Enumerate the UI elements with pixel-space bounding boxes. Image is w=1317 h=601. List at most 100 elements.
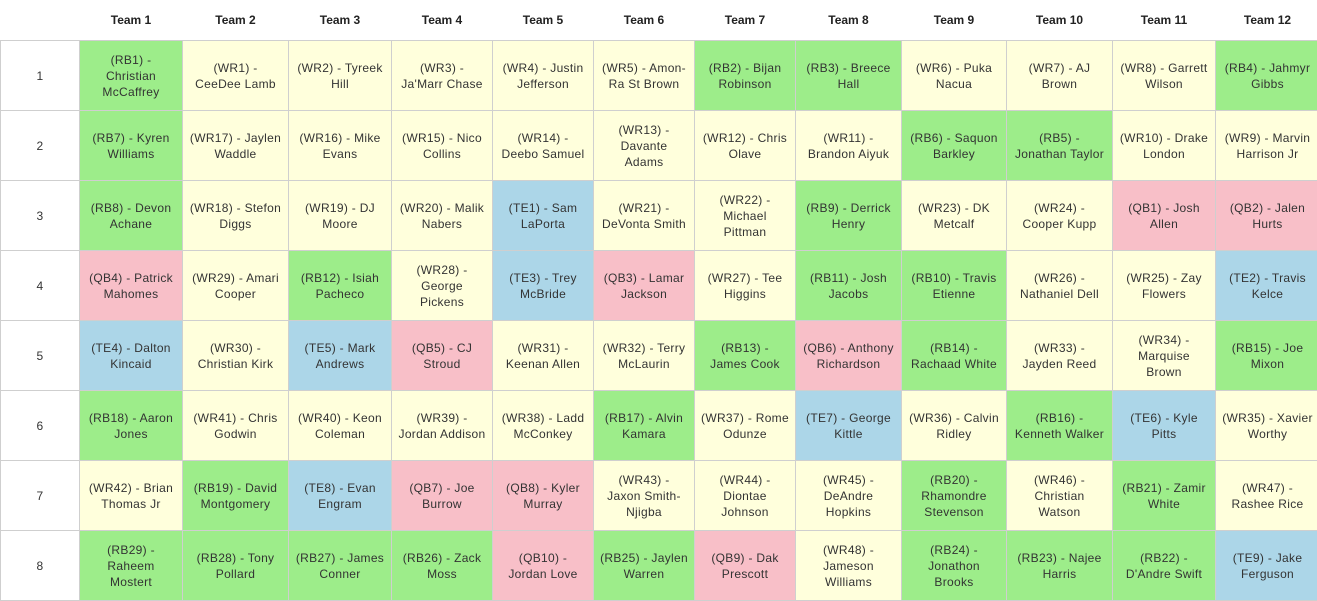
- pick-cell[interactable]: (RB28) - Tony Pollard: [183, 531, 289, 601]
- pick-cell[interactable]: (RB20) - Rhamondre Stevenson: [902, 461, 1007, 531]
- pick-cell[interactable]: (WR25) - Zay Flowers: [1113, 251, 1216, 321]
- team-header[interactable]: Team 10: [1007, 0, 1113, 41]
- pick-cell[interactable]: (RB25) - Jaylen Warren: [594, 531, 695, 601]
- pick-cell[interactable]: (TE9) - Jake Ferguson: [1216, 531, 1317, 601]
- pick-cell[interactable]: (WR20) - Malik Nabers: [392, 181, 493, 251]
- pick-cell[interactable]: (QB10) - Jordan Love: [493, 531, 594, 601]
- pick-cell[interactable]: (WR4) - Justin Jefferson: [493, 41, 594, 111]
- pick-cell[interactable]: (WR17) - Jaylen Waddle: [183, 111, 289, 181]
- pick-cell[interactable]: (TE2) - Travis Kelce: [1216, 251, 1317, 321]
- pick-cell[interactable]: (RB22) - D'Andre Swift: [1113, 531, 1216, 601]
- pick-cell[interactable]: (TE6) - Kyle Pitts: [1113, 391, 1216, 461]
- pick-cell[interactable]: (WR47) - Rashee Rice: [1216, 461, 1317, 531]
- team-header[interactable]: Team 5: [493, 0, 594, 41]
- pick-cell[interactable]: (RB14) - Rachaad White: [902, 321, 1007, 391]
- pick-cell[interactable]: (TE3) - Trey McBride: [493, 251, 594, 321]
- pick-cell[interactable]: (WR21) - DeVonta Smith: [594, 181, 695, 251]
- pick-cell[interactable]: (WR7) - AJ Brown: [1007, 41, 1113, 111]
- pick-cell[interactable]: (RB29) - Raheem Mostert: [80, 531, 183, 601]
- pick-cell[interactable]: (QB6) - Anthony Richardson: [796, 321, 902, 391]
- pick-cell[interactable]: (WR23) - DK Metcalf: [902, 181, 1007, 251]
- pick-cell[interactable]: (QB9) - Dak Prescott: [695, 531, 796, 601]
- pick-cell[interactable]: (WR6) - Puka Nacua: [902, 41, 1007, 111]
- pick-cell[interactable]: (WR24) - Cooper Kupp: [1007, 181, 1113, 251]
- pick-cell[interactable]: (RB2) - Bijan Robinson: [695, 41, 796, 111]
- team-header[interactable]: Team 3: [289, 0, 392, 41]
- pick-cell[interactable]: (RB8) - Devon Achane: [80, 181, 183, 251]
- team-header[interactable]: Team 6: [594, 0, 695, 41]
- pick-cell[interactable]: (RB12) - Isiah Pacheco: [289, 251, 392, 321]
- pick-cell[interactable]: (WR29) - Amari Cooper: [183, 251, 289, 321]
- pick-cell[interactable]: (TE8) - Evan Engram: [289, 461, 392, 531]
- team-header[interactable]: Team 1: [80, 0, 183, 41]
- pick-cell[interactable]: (WR14) - Deebo Samuel: [493, 111, 594, 181]
- pick-cell[interactable]: (WR18) - Stefon Diggs: [183, 181, 289, 251]
- pick-cell[interactable]: (WR16) - Mike Evans: [289, 111, 392, 181]
- pick-cell[interactable]: (RB23) - Najee Harris: [1007, 531, 1113, 601]
- pick-cell[interactable]: (WR30) - Christian Kirk: [183, 321, 289, 391]
- pick-cell[interactable]: (WR5) - Amon-Ra St Brown: [594, 41, 695, 111]
- pick-cell[interactable]: (WR32) - Terry McLaurin: [594, 321, 695, 391]
- pick-cell[interactable]: (RB19) - David Montgomery: [183, 461, 289, 531]
- pick-cell[interactable]: (WR26) - Nathaniel Dell: [1007, 251, 1113, 321]
- pick-cell[interactable]: (WR13) - Davante Adams: [594, 111, 695, 181]
- pick-cell[interactable]: (RB21) - Zamir White: [1113, 461, 1216, 531]
- pick-cell[interactable]: (WR48) - Jameson Williams: [796, 531, 902, 601]
- pick-cell[interactable]: (RB9) - Derrick Henry: [796, 181, 902, 251]
- pick-cell[interactable]: (WR28) - George Pickens: [392, 251, 493, 321]
- pick-cell[interactable]: (WR44) - Diontae Johnson: [695, 461, 796, 531]
- pick-cell[interactable]: (TE5) - Mark Andrews: [289, 321, 392, 391]
- pick-cell[interactable]: (WR42) - Brian Thomas Jr: [80, 461, 183, 531]
- team-header[interactable]: Team 8: [796, 0, 902, 41]
- pick-cell[interactable]: (WR15) - Nico Collins: [392, 111, 493, 181]
- pick-cell[interactable]: (WR33) - Jayden Reed: [1007, 321, 1113, 391]
- pick-cell[interactable]: (RB16) - Kenneth Walker: [1007, 391, 1113, 461]
- pick-cell[interactable]: (WR37) - Rome Odunze: [695, 391, 796, 461]
- pick-cell[interactable]: (RB4) - Jahmyr Gibbs: [1216, 41, 1317, 111]
- pick-cell[interactable]: (WR43) - Jaxon Smith-Njigba: [594, 461, 695, 531]
- team-header[interactable]: Team 7: [695, 0, 796, 41]
- team-header[interactable]: Team 11: [1113, 0, 1216, 41]
- pick-cell[interactable]: (WR38) - Ladd McConkey: [493, 391, 594, 461]
- pick-cell[interactable]: (WR45) - DeAndre Hopkins: [796, 461, 902, 531]
- pick-cell[interactable]: (WR9) - Marvin Harrison Jr: [1216, 111, 1317, 181]
- pick-cell[interactable]: (WR2) - Tyreek Hill: [289, 41, 392, 111]
- pick-cell[interactable]: (RB3) - Breece Hall: [796, 41, 902, 111]
- pick-cell[interactable]: (RB26) - Zack Moss: [392, 531, 493, 601]
- pick-cell[interactable]: (WR10) - Drake London: [1113, 111, 1216, 181]
- pick-cell[interactable]: (RB17) - Alvin Kamara: [594, 391, 695, 461]
- pick-cell[interactable]: (WR41) - Chris Godwin: [183, 391, 289, 461]
- pick-cell[interactable]: (WR31) - Keenan Allen: [493, 321, 594, 391]
- pick-cell[interactable]: (WR3) - Ja'Marr Chase: [392, 41, 493, 111]
- team-header[interactable]: Team 2: [183, 0, 289, 41]
- pick-cell[interactable]: (WR46) - Christian Watson: [1007, 461, 1113, 531]
- pick-cell[interactable]: (RB13) - James Cook: [695, 321, 796, 391]
- pick-cell[interactable]: (TE7) - George Kittle: [796, 391, 902, 461]
- pick-cell[interactable]: (RB15) - Joe Mixon: [1216, 321, 1317, 391]
- pick-cell[interactable]: (RB6) - Saquon Barkley: [902, 111, 1007, 181]
- pick-cell[interactable]: (RB7) - Kyren Williams: [80, 111, 183, 181]
- pick-cell[interactable]: (TE4) - Dalton Kincaid: [80, 321, 183, 391]
- pick-cell[interactable]: (WR35) - Xavier Worthy: [1216, 391, 1317, 461]
- pick-cell[interactable]: (WR11) - Brandon Aiyuk: [796, 111, 902, 181]
- pick-cell[interactable]: (QB5) - CJ Stroud: [392, 321, 493, 391]
- pick-cell[interactable]: (QB7) - Joe Burrow: [392, 461, 493, 531]
- pick-cell[interactable]: (TE1) - Sam LaPorta: [493, 181, 594, 251]
- pick-cell[interactable]: (QB2) - Jalen Hurts: [1216, 181, 1317, 251]
- team-header[interactable]: Team 4: [392, 0, 493, 41]
- pick-cell[interactable]: (QB4) - Patrick Mahomes: [80, 251, 183, 321]
- pick-cell[interactable]: (RB27) - James Conner: [289, 531, 392, 601]
- pick-cell[interactable]: (WR19) - DJ Moore: [289, 181, 392, 251]
- pick-cell[interactable]: (QB1) - Josh Allen: [1113, 181, 1216, 251]
- team-header[interactable]: Team 12: [1216, 0, 1317, 41]
- pick-cell[interactable]: (RB18) - Aaron Jones: [80, 391, 183, 461]
- pick-cell[interactable]: (WR22) - Michael Pittman: [695, 181, 796, 251]
- pick-cell[interactable]: (WR1) - CeeDee Lamb: [183, 41, 289, 111]
- pick-cell[interactable]: (WR39) - Jordan Addison: [392, 391, 493, 461]
- pick-cell[interactable]: (WR34) - Marquise Brown: [1113, 321, 1216, 391]
- pick-cell[interactable]: (WR36) - Calvin Ridley: [902, 391, 1007, 461]
- pick-cell[interactable]: (RB10) - Travis Etienne: [902, 251, 1007, 321]
- pick-cell[interactable]: (WR8) - Garrett Wilson: [1113, 41, 1216, 111]
- pick-cell[interactable]: (QB3) - Lamar Jackson: [594, 251, 695, 321]
- pick-cell[interactable]: (RB11) - Josh Jacobs: [796, 251, 902, 321]
